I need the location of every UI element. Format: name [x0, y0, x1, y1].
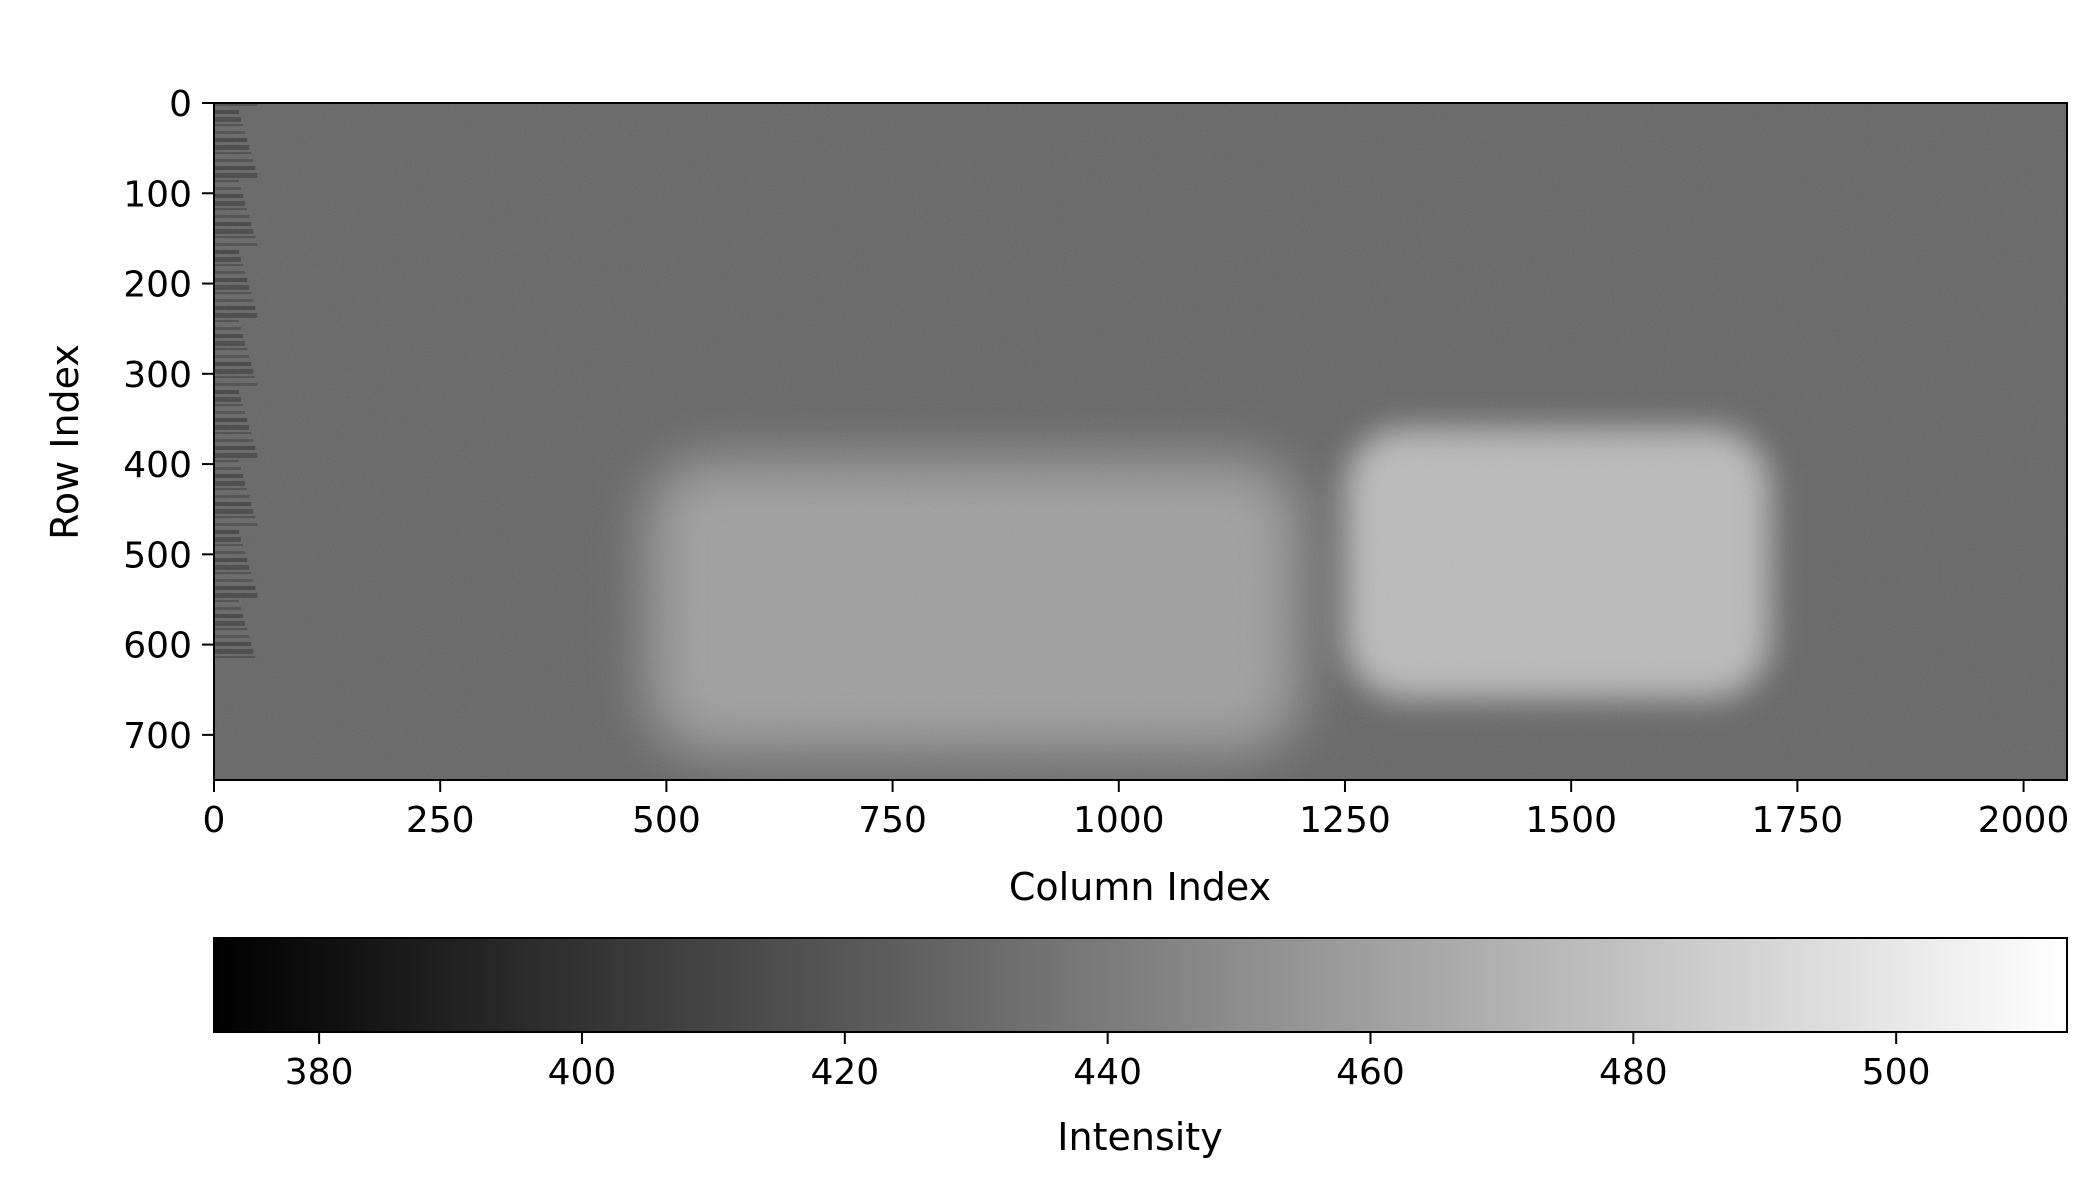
y-tick-label: 400 [123, 445, 192, 486]
x-tick-label: 1000 [1073, 800, 1165, 841]
y-tick-label: 300 [123, 355, 192, 396]
colorbar-tick-label: 400 [548, 1052, 617, 1093]
plot-frame [213, 102, 2068, 781]
heatmap-image [214, 103, 2067, 780]
colorbar-label: Intensity [1057, 1115, 1222, 1159]
x-tick-label: 1250 [1299, 800, 1391, 841]
noise-texture [214, 103, 2067, 780]
x-tick-label: 1750 [1752, 800, 1844, 841]
x-tick-label: 2000 [1978, 800, 2070, 841]
y-tick-label: 100 [123, 174, 192, 215]
colorbar-tick-label: 500 [1862, 1052, 1931, 1093]
y-tick-label: 700 [123, 716, 192, 757]
colorbar-tick-label: 380 [285, 1052, 354, 1093]
x-tick-label: 750 [858, 800, 927, 841]
y-tick-label: 0 [169, 84, 192, 125]
x-axis-ticks: 0 250 500 750 1000 1250 1500 1750 2000 [203, 780, 2070, 841]
colorbar-tick-label: 480 [1599, 1052, 1668, 1093]
y-tick-label: 600 [123, 626, 192, 667]
x-tick-label: 1500 [1525, 800, 1617, 841]
x-tick-label: 250 [406, 800, 475, 841]
colorbar-gradient [213, 937, 2068, 1033]
y-axis-label: Row Index [43, 344, 87, 540]
colorbar-ticks: 380 400 420 440 460 480 500 [285, 1032, 1931, 1093]
x-axis-label: Column Index [1009, 865, 1271, 909]
x-tick-label: 0 [203, 800, 226, 841]
colorbar-tick-label: 440 [1073, 1052, 1142, 1093]
y-axis-ticks: 0 100 200 300 400 500 600 700 [123, 84, 214, 757]
y-tick-label: 500 [123, 535, 192, 576]
colorbar-tick-label: 460 [1336, 1052, 1405, 1093]
y-tick-label: 200 [123, 265, 192, 306]
colorbar-tick-label: 420 [810, 1052, 879, 1093]
x-tick-label: 500 [632, 800, 701, 841]
